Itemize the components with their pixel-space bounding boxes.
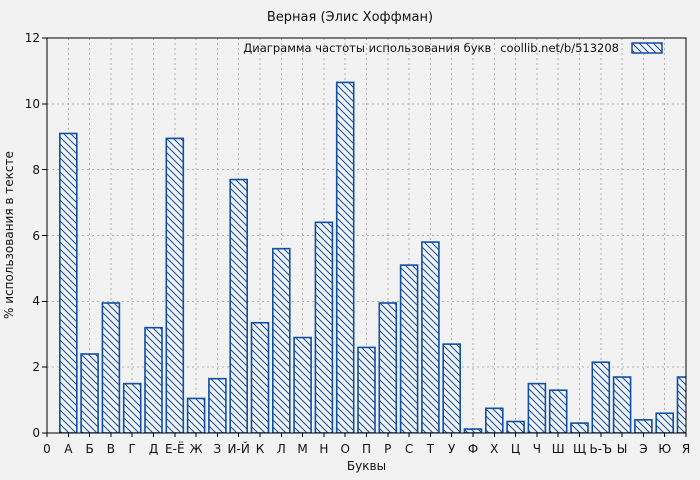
- x-tick-label: А: [64, 442, 73, 456]
- bar-Н: [314, 221, 334, 433]
- bar-Э: [634, 419, 653, 433]
- bar-Ю: [655, 412, 675, 433]
- x-tick-label: Г: [128, 442, 136, 456]
- y-tick-label: 8: [32, 162, 40, 177]
- y-tick-label: 6: [32, 228, 40, 243]
- x-tick-label: Х: [490, 442, 499, 456]
- legend-label: Диаграмма частоты использования букв: [243, 41, 492, 55]
- bar-Щ: [570, 422, 589, 433]
- legend-swatch-icon: [631, 42, 663, 54]
- x-tick-label: М: [297, 442, 308, 456]
- x-tick-label: П: [361, 442, 372, 456]
- x-tick-label: З: [213, 442, 222, 456]
- x-tick-label: Е-Ё: [165, 442, 185, 456]
- x-tick-label: Э: [639, 442, 648, 456]
- x-axis-label: Буквы: [346, 459, 387, 473]
- x-tick-label: 0: [43, 442, 51, 456]
- bar-Ч: [527, 382, 547, 433]
- x-tick-label: Ь-Ъ: [589, 442, 613, 456]
- bar-О: [335, 81, 355, 433]
- x-tick-label: И-Й: [227, 442, 250, 456]
- bar-Ш: [548, 389, 568, 433]
- x-tick-label: У: [448, 442, 456, 456]
- x-tick-label: Ы: [616, 442, 628, 456]
- gridlines: [47, 38, 687, 433]
- bar-Д: [144, 326, 163, 433]
- bar-Ы: [612, 376, 632, 433]
- bar-Ь-Ъ: [591, 361, 611, 433]
- axis-ticks: [42, 37, 687, 437]
- bar-К: [250, 321, 270, 433]
- y-tick-label: 0: [32, 426, 40, 440]
- bar-С: [399, 264, 419, 433]
- bar-Г: [122, 382, 142, 433]
- bars: [58, 81, 686, 433]
- bar-У: [442, 343, 462, 433]
- x-tick-label: В: [106, 442, 116, 456]
- bar-Т: [421, 241, 440, 433]
- x-tick-label: Ю: [658, 442, 672, 456]
- x-tick-label: Ч: [532, 442, 542, 456]
- bar-А: [58, 132, 78, 433]
- x-tick-label: Щ: [572, 442, 587, 456]
- x-tick-label: Ф: [467, 442, 479, 456]
- bar-Я: [676, 376, 686, 433]
- x-tick-label: Ш: [551, 442, 565, 456]
- x-tick-label: Ж: [189, 442, 203, 456]
- x-tick-label: К: [255, 442, 265, 456]
- bar-П: [357, 346, 376, 433]
- x-tick-label: Т: [426, 442, 435, 456]
- x-tick-label: Н: [319, 442, 329, 456]
- bar-Х: [484, 407, 504, 433]
- y-tick-label: 12: [24, 31, 40, 45]
- y-tick-label: 4: [32, 294, 40, 309]
- bar-Р: [378, 302, 398, 433]
- bar-М: [293, 336, 312, 433]
- x-tick-label: Д: [148, 442, 159, 456]
- chart-title: Верная (Элис Хоффман): [266, 10, 434, 25]
- x-tick-label: С: [404, 442, 414, 456]
- bar-Л: [271, 247, 291, 433]
- x-tick-label: Ц: [510, 442, 521, 456]
- y-tick-label: 2: [32, 360, 40, 375]
- bar-Ж: [186, 397, 206, 433]
- x-tick-label: Р: [384, 442, 392, 456]
- x-tick-label: Л: [276, 442, 286, 456]
- x-tick-label: О: [340, 442, 350, 456]
- y-tick-label: 10: [24, 96, 40, 111]
- x-tick-label: Я: [681, 442, 691, 456]
- x-tick-label: Б: [85, 442, 94, 456]
- legend: Диаграмма частоты использования букв coo…: [243, 41, 663, 55]
- legend-source: coollib.net/b/513208: [500, 41, 619, 55]
- bar-И-Й: [229, 178, 248, 433]
- bar-З: [208, 377, 227, 433]
- bar-Е-Ё: [165, 137, 185, 433]
- bar-Б: [80, 353, 99, 433]
- bar-Ц: [506, 420, 525, 433]
- bar-В: [101, 302, 121, 433]
